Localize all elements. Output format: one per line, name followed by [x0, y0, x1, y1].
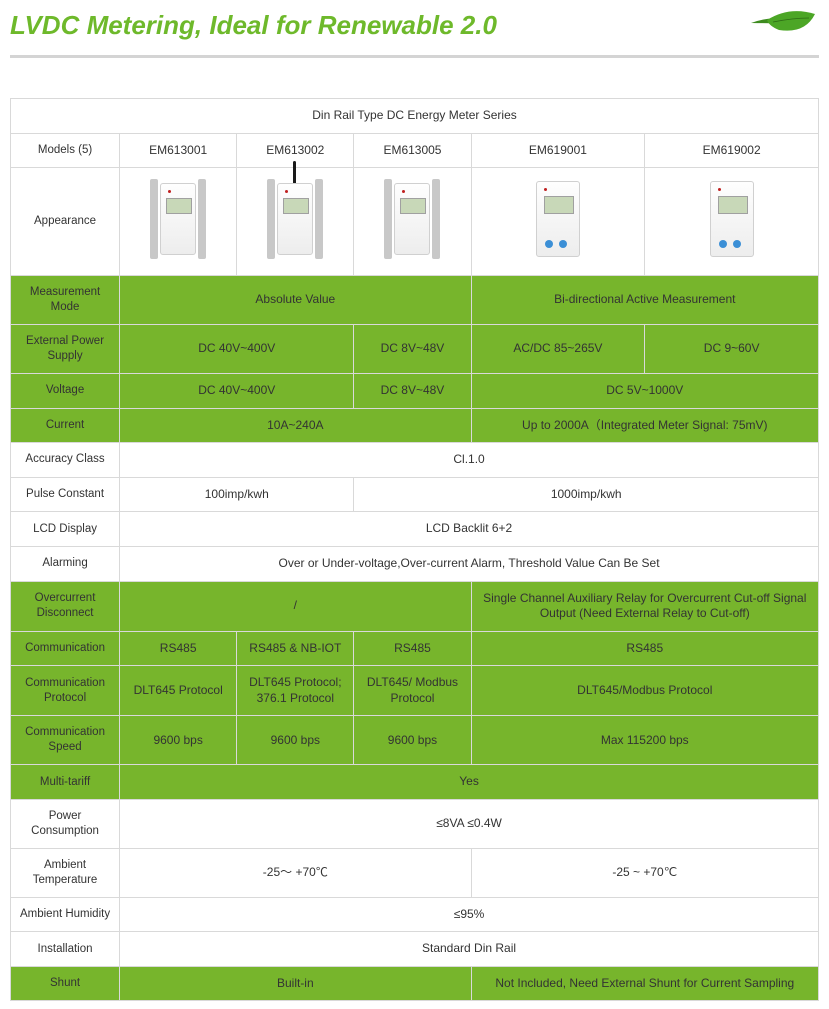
communication-row: Communication RS485 RS485 & NB-IOT RS485…: [11, 631, 819, 666]
spec-cell: DLT645 Protocol; 376.1 Protocol: [237, 666, 354, 716]
model-cell: EM613001: [120, 133, 237, 168]
spec-cell: -25 ~ +70℃: [471, 848, 818, 897]
header-divider: [10, 55, 819, 58]
shunt-row: Shunt Built-in Not Included, Need Extern…: [11, 966, 819, 1001]
spec-cell: LCD Backlit 6+2: [120, 512, 819, 547]
spec-cell: Max 115200 bps: [471, 716, 818, 765]
ext-power-row: External Power Supply DC 40V~400V DC 8V~…: [11, 325, 819, 374]
appearance-cell: [120, 168, 237, 276]
spec-cell: Over or Under-voltage,Over-current Alarm…: [120, 546, 819, 581]
spec-cell: RS485: [120, 631, 237, 666]
models-label: Models (5): [11, 133, 120, 168]
spec-cell: 9600 bps: [354, 716, 471, 765]
spec-cell: Absolute Value: [120, 276, 471, 325]
installation-row: Installation Standard Din Rail: [11, 932, 819, 967]
spec-cell: Built-in: [120, 966, 471, 1001]
row-label: Voltage: [11, 373, 120, 408]
meter-icon: [704, 177, 760, 261]
spec-table: Din Rail Type DC Energy Meter Series Mod…: [10, 98, 819, 1001]
row-label: Pulse Constant: [11, 477, 120, 512]
row-label: Ambient Temperature: [11, 848, 120, 897]
spec-cell: AC/DC 85~265V: [471, 325, 645, 374]
appearance-cell: [471, 168, 645, 276]
power-row: Power Consumption ≤8VA ≤0.4W: [11, 799, 819, 848]
appearance-label: Appearance: [11, 168, 120, 276]
overcurrent-row: Overcurrent Disconnect / Single Channel …: [11, 581, 819, 631]
row-label: Accuracy Class: [11, 443, 120, 478]
humidity-row: Ambient Humidity ≤95%: [11, 897, 819, 932]
spec-cell: 10A~240A: [120, 408, 471, 443]
spec-cell: Bi-directional Active Measurement: [471, 276, 818, 325]
spec-cell: DLT645/Modbus Protocol: [471, 666, 818, 716]
meter-icon: [530, 177, 586, 261]
accuracy-row: Accuracy Class Cl.1.0: [11, 443, 819, 478]
ambient-temp-row: Ambient Temperature -25～ +70℃ -25 ~ +70℃: [11, 848, 819, 897]
page-title: LVDC Metering, Ideal for Renewable 2.0: [10, 10, 497, 41]
meter-icon: [384, 177, 440, 261]
row-label: Multi-tariff: [11, 765, 120, 800]
spec-cell: RS485 & NB-IOT: [237, 631, 354, 666]
spec-cell: 100imp/kwh: [120, 477, 354, 512]
row-label: Communication Protocol: [11, 666, 120, 716]
speed-row: Communication Speed 9600 bps 9600 bps 96…: [11, 716, 819, 765]
model-cell: EM619002: [645, 133, 819, 168]
current-row: Current 10A~240A Up to 2000A（Integrated …: [11, 408, 819, 443]
spec-cell: Yes: [120, 765, 819, 800]
spec-cell: DC 8V~48V: [354, 373, 471, 408]
row-label: Current: [11, 408, 120, 443]
voltage-row: Voltage DC 40V~400V DC 8V~48V DC 5V~1000…: [11, 373, 819, 408]
spec-cell: Cl.1.0: [120, 443, 819, 478]
spec-cell: Standard Din Rail: [120, 932, 819, 967]
spec-cell: DC 9~60V: [645, 325, 819, 374]
spec-cell: DLT645 Protocol: [120, 666, 237, 716]
alarming-row: Alarming Over or Under-voltage,Over-curr…: [11, 546, 819, 581]
pulse-row: Pulse Constant 100imp/kwh 1000imp/kwh: [11, 477, 819, 512]
meter-icon: [267, 177, 323, 261]
spec-cell: Up to 2000A（Integrated Meter Signal: 75m…: [471, 408, 818, 443]
row-label: Measurement Mode: [11, 276, 120, 325]
spec-cell: DC 40V~400V: [120, 373, 354, 408]
row-label: Installation: [11, 932, 120, 967]
model-cell: EM619001: [471, 133, 645, 168]
row-label: External Power Supply: [11, 325, 120, 374]
row-label: LCD Display: [11, 512, 120, 547]
table-series-title-row: Din Rail Type DC Energy Meter Series: [11, 99, 819, 134]
page-header: LVDC Metering, Ideal for Renewable 2.0: [10, 8, 819, 43]
row-label: Ambient Humidity: [11, 897, 120, 932]
spec-cell: ≤8VA ≤0.4W: [120, 799, 819, 848]
spec-cell: ≤95%: [120, 897, 819, 932]
spec-cell: Single Channel Auxiliary Relay for Overc…: [471, 581, 818, 631]
model-cell: EM613005: [354, 133, 471, 168]
row-label: Overcurrent Disconnect: [11, 581, 120, 631]
spec-cell: DC 5V~1000V: [471, 373, 818, 408]
spec-cell: RS485: [354, 631, 471, 666]
row-label: Communication: [11, 631, 120, 666]
leaf-icon: [749, 8, 819, 43]
appearance-cell: [354, 168, 471, 276]
row-label: Power Consumption: [11, 799, 120, 848]
spec-cell: 1000imp/kwh: [354, 477, 819, 512]
spec-cell: 9600 bps: [237, 716, 354, 765]
spec-cell: /: [120, 581, 471, 631]
spec-cell: -25～ +70℃: [120, 848, 471, 897]
row-label: Shunt: [11, 966, 120, 1001]
row-label: Alarming: [11, 546, 120, 581]
appearance-row: Appearance: [11, 168, 819, 276]
measurement-mode-row: Measurement Mode Absolute Value Bi-direc…: [11, 276, 819, 325]
spec-cell: DC 40V~400V: [120, 325, 354, 374]
spec-cell: 9600 bps: [120, 716, 237, 765]
spec-cell: Not Included, Need External Shunt for Cu…: [471, 966, 818, 1001]
protocol-row: Communication Protocol DLT645 Protocol D…: [11, 666, 819, 716]
meter-icon: [150, 177, 206, 261]
tariff-row: Multi-tariff Yes: [11, 765, 819, 800]
spec-cell: DLT645/ Modbus Protocol: [354, 666, 471, 716]
series-title: Din Rail Type DC Energy Meter Series: [11, 99, 819, 134]
lcd-row: LCD Display LCD Backlit 6+2: [11, 512, 819, 547]
appearance-cell: [645, 168, 819, 276]
models-row: Models (5) EM613001 EM613002 EM613005 EM…: [11, 133, 819, 168]
row-label: Communication Speed: [11, 716, 120, 765]
appearance-cell: [237, 168, 354, 276]
spec-cell: DC 8V~48V: [354, 325, 471, 374]
spec-cell: RS485: [471, 631, 818, 666]
